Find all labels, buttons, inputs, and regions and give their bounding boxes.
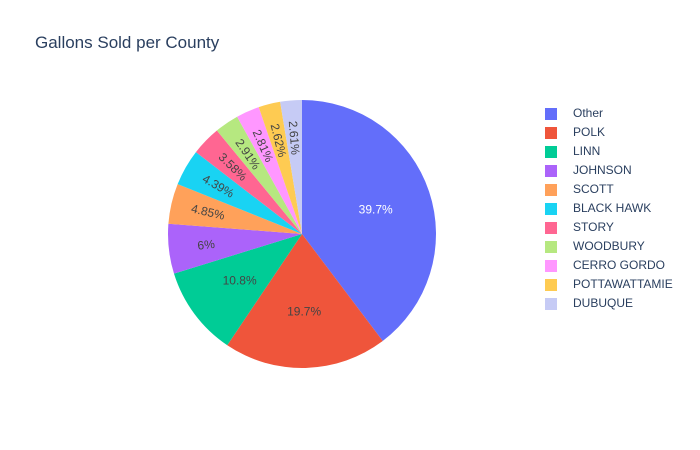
legend-swatch [545, 298, 557, 310]
pie-slice-polk [227, 234, 383, 368]
pie-slice-black-hawk [177, 152, 302, 234]
pie-slice-dubuque [280, 100, 302, 234]
pie-slice-woodbury [216, 116, 302, 234]
legend-label: DUBUQUE [573, 296, 634, 310]
slice-label-other: 39.7% [359, 202, 393, 216]
legend-item-cerro-gordo[interactable]: CERRO GORDO [538, 256, 688, 275]
legend-label: WOODBURY [573, 239, 645, 253]
legend-item-pottawattamie[interactable]: POTTAWATTAMIE [538, 275, 688, 294]
legend-label: POTTAWATTAMIE [573, 277, 673, 291]
legend: Other POLK LINN JOHNSON SCOTT BLACK HAWK STORY… [538, 104, 688, 313]
legend-item-story[interactable]: STORY [538, 218, 688, 237]
legend-item-dubuque[interactable]: DUBUQUE [538, 294, 688, 313]
legend-swatch [545, 146, 557, 158]
legend-item-linn[interactable]: LINN [538, 142, 688, 161]
pie-slice-cerro-gordo [237, 107, 302, 234]
chart-title: Gallons Sold per County [35, 33, 220, 52]
pie-slice-story [195, 130, 302, 234]
legend-item-woodbury[interactable]: WOODBURY [538, 237, 688, 256]
pie-slice-linn [173, 234, 302, 346]
legend-swatch [545, 184, 557, 196]
legend-label: SCOTT [573, 182, 614, 196]
legend-label: Other [573, 106, 604, 120]
legend-item-polk[interactable]: POLK [538, 123, 688, 142]
legend-label: POLK [573, 125, 606, 139]
legend-swatch [545, 127, 557, 139]
legend-label: STORY [573, 220, 614, 234]
slice-label-linn: 10.8% [223, 273, 257, 287]
pie-slice-other [302, 100, 436, 341]
slice-label-polk: 19.7% [287, 305, 321, 319]
legend-item-johnson[interactable]: JOHNSON [538, 161, 688, 180]
legend-item-other[interactable]: Other [538, 104, 688, 123]
legend-item-black-hawk[interactable]: BLACK HAWK [538, 199, 688, 218]
legend-swatch [545, 165, 557, 177]
legend-label: CERRO GORDO [573, 258, 666, 272]
legend-item-scott[interactable]: SCOTT [538, 180, 688, 199]
legend-swatch [545, 279, 557, 291]
legend-swatch [545, 203, 557, 215]
legend-label: BLACK HAWK [573, 201, 652, 215]
legend-label: JOHNSON [573, 163, 632, 177]
slice-label-dubuque: 2.61% [286, 120, 303, 155]
legend-swatch [545, 260, 557, 272]
pie-slice-johnson [168, 223, 302, 274]
legend-swatch [545, 241, 557, 253]
legend-swatch [545, 108, 557, 120]
slice-label-johnson: 6% [197, 237, 216, 253]
legend-swatch [545, 222, 557, 234]
pie-slice-pottawattamie [258, 101, 302, 234]
legend-label: LINN [573, 144, 601, 158]
pie-slice-scott [168, 184, 302, 234]
